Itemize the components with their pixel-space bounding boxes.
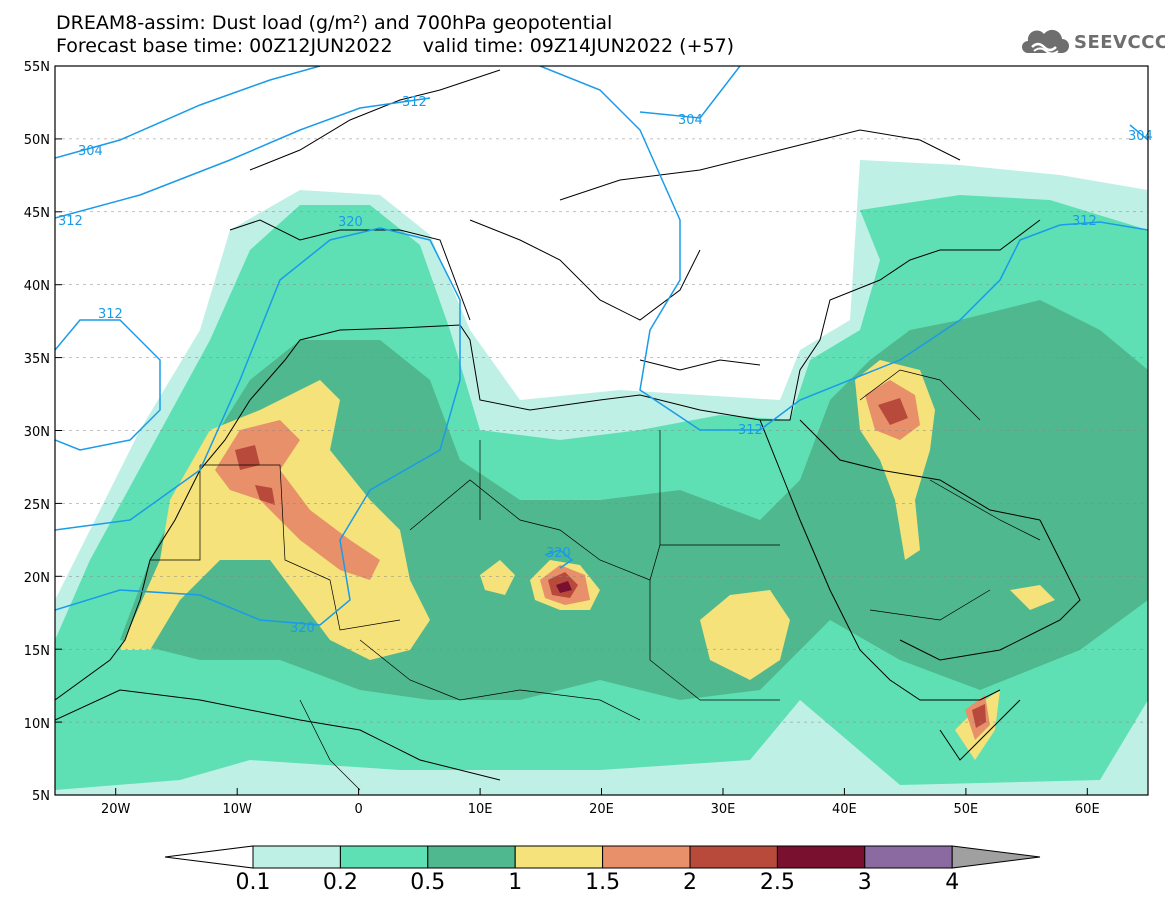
- lon-tick-label: 0: [354, 802, 362, 817]
- lat-tick-label: 40N: [24, 279, 50, 294]
- lat-tick-label: 50N: [24, 133, 50, 148]
- colorbar-segment: [864, 845, 953, 869]
- colorbar-segment: [339, 845, 429, 869]
- colorbar-label: 2: [683, 870, 697, 895]
- lat-tick-label: 55N: [24, 60, 50, 75]
- lon-tick-label: 60E: [1075, 802, 1100, 817]
- colorbar-label: 1.5: [585, 870, 621, 895]
- colorbar-low-arrow: [164, 845, 254, 869]
- dust-band-1-g: [1010, 585, 1055, 610]
- dust-band-1: [120, 380, 430, 660]
- latitude-axis: 55N 50N 45N 40N 35N 30N 25N 20N 15N 10N …: [24, 60, 62, 804]
- colorbar-segment: [514, 845, 604, 869]
- lat-tick-label: 30N: [24, 425, 50, 440]
- lat-tick-label: 10N: [24, 717, 50, 732]
- contour-labels: 304 312 304 312 320 312 312 320 320 304 …: [58, 95, 1153, 636]
- colorbar-segment: [776, 845, 866, 869]
- contour-label: 312: [738, 423, 763, 438]
- colorbar-segment: [689, 845, 778, 869]
- lat-tick-label: 45N: [24, 206, 50, 221]
- contour-label: 320: [290, 621, 315, 636]
- dust-band-2.5: [556, 581, 572, 593]
- colorbar-label: 2.5: [759, 870, 795, 895]
- colorbar-label: 0.5: [410, 870, 446, 895]
- lon-tick-label: 20E: [589, 802, 614, 817]
- colorbar-high-arrow: [951, 845, 1041, 869]
- lon-tick-label: 10W: [222, 802, 252, 817]
- lat-tick-label: 35N: [24, 352, 50, 367]
- colorbar-segment: [602, 845, 691, 869]
- lon-tick-label: 50E: [954, 802, 979, 817]
- contour-label: 304: [78, 144, 103, 159]
- lat-tick-label: 25N: [24, 498, 50, 513]
- seevccc-logo: SEEVCCC: [1018, 27, 1165, 57]
- colorbar-segment: [427, 845, 516, 869]
- contour-label: 312: [402, 95, 427, 110]
- lon-tick-label: 30E: [711, 802, 736, 817]
- contour-label: 312: [98, 307, 123, 322]
- geopotential-contours: [55, 66, 1148, 626]
- coastlines: [55, 69, 1081, 781]
- colorbar-label: 0.2: [322, 870, 358, 895]
- map-title: DREAM8-assim: Dust load (g/m²) and 700hP…: [56, 12, 613, 34]
- contour-label: 304: [1128, 129, 1153, 144]
- lat-tick-label: 15N: [24, 644, 50, 659]
- dust-band-1-f: [480, 560, 515, 595]
- colorbar-label: 1: [508, 870, 523, 895]
- longitude-axis: 20W 10W 0 10E 20E 30E 40E 50E 60E: [101, 788, 1100, 817]
- graticule: [55, 138, 1148, 723]
- dust-band-1-c: [700, 590, 790, 680]
- colorbar: [164, 845, 1041, 869]
- contour-label: 312: [58, 214, 83, 229]
- cloud-icon: [1022, 29, 1069, 55]
- colorbar-label: 0.1: [235, 870, 271, 895]
- contour-label: 320: [338, 215, 363, 230]
- borders: [150, 369, 1041, 791]
- contour-label: 320: [546, 546, 571, 561]
- colorbar-segment: [252, 845, 341, 869]
- forecast-times: Forecast base time: 00Z12JUN2022 valid t…: [56, 35, 735, 57]
- lon-tick-label: 40E: [832, 802, 857, 817]
- lat-tick-label: 5N: [32, 789, 50, 804]
- colorbar-label: 4: [945, 870, 960, 895]
- lon-tick-label: 10E: [468, 802, 493, 817]
- dust-fields: [55, 160, 1148, 795]
- lat-tick-label: 20N: [24, 571, 50, 586]
- contour-label: 304: [678, 113, 703, 128]
- logo-text: SEEVCCC: [1074, 31, 1165, 53]
- lon-tick-label: 20W: [101, 802, 131, 817]
- contour-label: 312: [1072, 214, 1097, 229]
- colorbar-label: 3: [857, 870, 872, 895]
